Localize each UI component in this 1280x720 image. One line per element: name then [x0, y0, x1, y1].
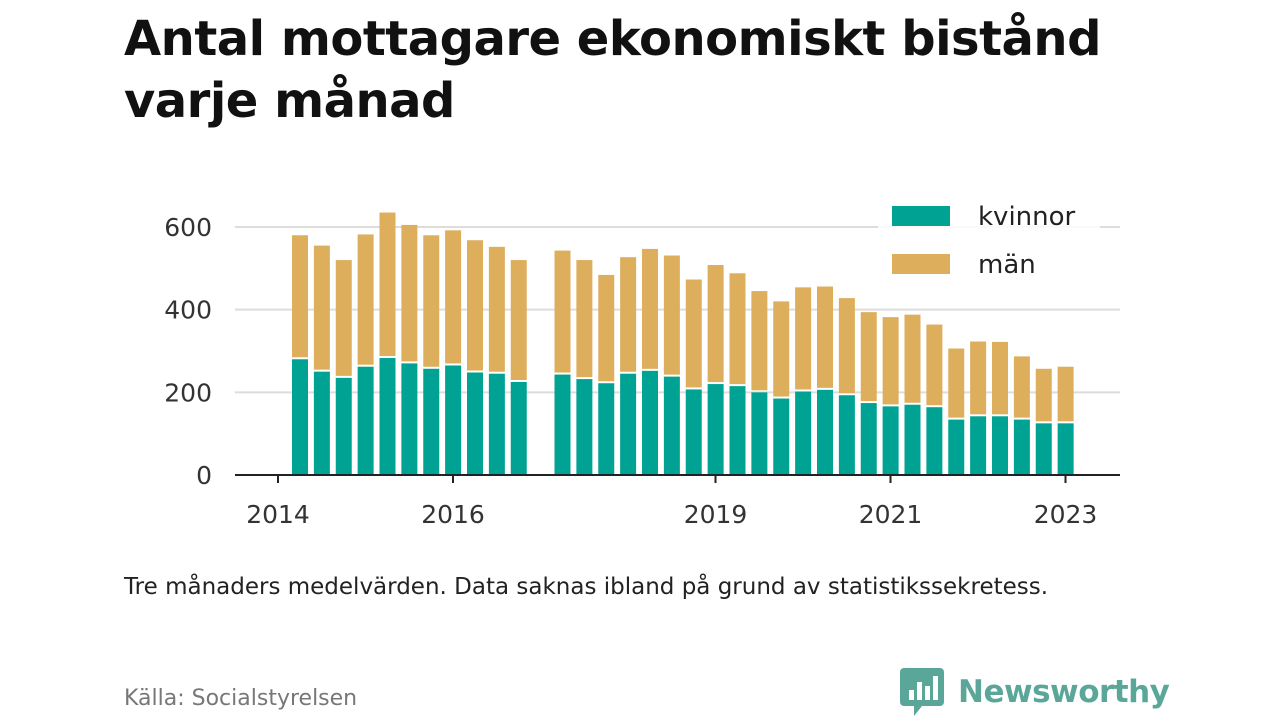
- bar-kvinnor: [992, 416, 1008, 475]
- bar-man: [313, 245, 330, 370]
- legend-label-man: män: [978, 250, 1036, 280]
- bar-kvinnor: [335, 377, 352, 475]
- bar-kvinnor: [729, 386, 746, 475]
- legend-swatch-kvinnor: [892, 206, 950, 226]
- bar-man: [882, 317, 899, 405]
- bar-kvinnor: [401, 363, 418, 475]
- bar-man: [642, 248, 658, 369]
- bar-man: [467, 240, 483, 371]
- bar-man: [838, 298, 855, 394]
- bar-kvinnor: [882, 406, 899, 475]
- bar-man: [795, 287, 812, 390]
- bar-man: [970, 341, 987, 415]
- bar-kvinnor: [926, 407, 943, 475]
- y-tick-label: 600: [164, 213, 212, 242]
- bar-man: [860, 312, 877, 402]
- bar-man: [576, 260, 593, 378]
- bar-kvinnor: [795, 391, 812, 475]
- bar-kvinnor: [488, 373, 505, 475]
- bar-man: [554, 250, 571, 373]
- bar-kvinnor: [663, 376, 680, 475]
- bar-kvinnor: [751, 392, 768, 475]
- x-tick-label: 2021: [859, 500, 923, 529]
- bar-man: [1013, 356, 1030, 418]
- bar-man: [663, 255, 680, 375]
- bar-kvinnor: [620, 373, 637, 475]
- bar-kvinnor: [948, 419, 965, 475]
- bar-kvinnor: [1057, 423, 1074, 475]
- bar-man: [904, 314, 921, 403]
- bar-kvinnor: [576, 379, 593, 475]
- bar-man: [423, 235, 440, 367]
- bar-man: [1035, 368, 1052, 422]
- bar-kvinnor: [860, 403, 877, 475]
- bar-man: [379, 212, 396, 357]
- bar-kvinnor: [379, 358, 396, 475]
- chart-note: Tre månaders medelvärden. Data saknas ib…: [124, 574, 1049, 600]
- bar-kvinnor: [292, 359, 308, 475]
- bar-man: [948, 348, 965, 418]
- bar-kvinnor: [445, 365, 462, 475]
- bar-man: [751, 291, 768, 391]
- bar-kvinnor: [838, 395, 855, 475]
- newsworthy-wordmark: Newsworthy: [958, 674, 1170, 710]
- legend-swatch-man: [892, 254, 950, 274]
- bar-man: [926, 324, 943, 406]
- chart-title: Antal mottagare ekonomiskt bistånd varje…: [124, 11, 1101, 129]
- x-tick-label: 2016: [421, 500, 485, 529]
- bar-man: [445, 230, 462, 364]
- bar-man: [510, 260, 527, 380]
- bar-kvinnor: [904, 404, 921, 475]
- legend-label-kvinnor: kvinnor: [978, 202, 1076, 232]
- bar-man: [401, 224, 418, 362]
- y-tick-label: 0: [196, 461, 212, 490]
- bar-kvinnor: [313, 371, 330, 475]
- newsworthy-logo-icon: [900, 668, 944, 716]
- bar-man: [773, 301, 790, 397]
- bar-man: [488, 246, 505, 372]
- bar-kvinnor: [1035, 423, 1052, 475]
- bar-kvinnor: [642, 370, 658, 475]
- bar-kvinnor: [598, 383, 615, 475]
- bar-man: [992, 341, 1008, 415]
- bar-kvinnor: [970, 416, 987, 475]
- x-tick-label: 2023: [1034, 500, 1098, 529]
- bar-man: [817, 286, 833, 388]
- x-tick-label: 2014: [246, 500, 310, 529]
- stacked-bar-chart: 0 200 400 600 2014 2016 2019 2021 2023 kvinnor män: [164, 202, 1120, 529]
- bar-kvinnor: [773, 398, 790, 475]
- newsworthy-logo: Newsworthy: [900, 668, 1170, 716]
- bar-man: [685, 279, 702, 388]
- bar-kvinnor: [467, 372, 483, 475]
- bar-kvinnor: [707, 384, 724, 475]
- bar-kvinnor: [1013, 419, 1030, 475]
- bar-man: [729, 273, 746, 385]
- bar-man: [598, 274, 615, 382]
- bar-kvinnor: [685, 389, 702, 475]
- y-tick-label: 400: [164, 296, 212, 325]
- bar-man: [357, 234, 374, 365]
- bar-kvinnor: [817, 389, 833, 475]
- bar-man: [335, 260, 352, 376]
- bar-kvinnor: [423, 368, 440, 475]
- bar-man: [620, 257, 637, 372]
- bar-man: [292, 235, 308, 358]
- bar-kvinnor: [510, 382, 527, 475]
- bar-man: [707, 265, 724, 383]
- bar-kvinnor: [554, 374, 571, 475]
- x-tick-label: 2019: [684, 500, 748, 529]
- bar-man: [1057, 366, 1074, 422]
- y-tick-label: 200: [164, 378, 212, 407]
- bar-kvinnor: [357, 366, 374, 475]
- source-label: Källa: Socialstyrelsen: [124, 686, 358, 711]
